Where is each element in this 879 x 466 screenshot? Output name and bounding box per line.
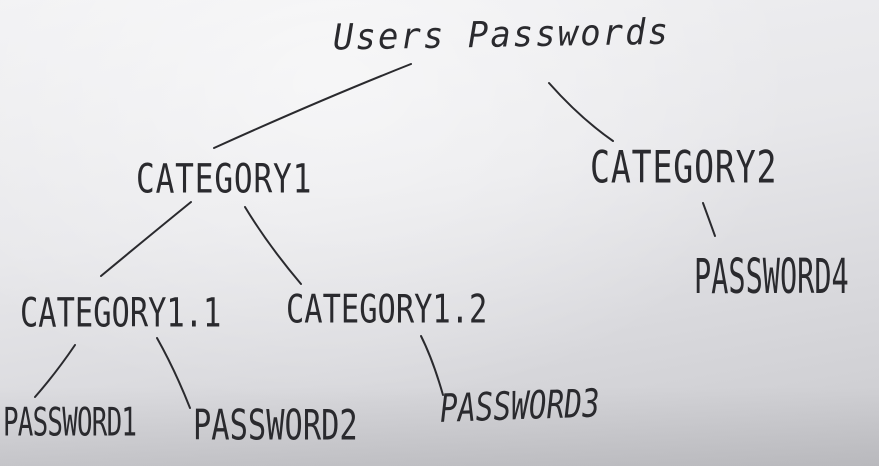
node-password4: PASSWORD4 — [694, 248, 849, 305]
node-root-users-passwords: Users Passwords — [332, 11, 671, 59]
edge-category1-category1-1 — [100, 201, 192, 277]
edge-root-category2 — [548, 82, 614, 142]
node-category2: CATEGORY2 — [590, 142, 778, 194]
node-category1: CATEGORY1 — [136, 155, 313, 203]
edge-category1-1-password2 — [156, 337, 191, 409]
node-password1: PASSWORD1 — [3, 400, 137, 446]
edge-root-category1 — [213, 63, 412, 149]
node-password2: PASSWORD2 — [193, 401, 358, 451]
node-category1-1: CATEGORY1.1 — [20, 289, 222, 337]
node-category1-2: CATEGORY1.2 — [286, 286, 488, 332]
edge-category1-2-password3 — [420, 335, 444, 396]
edge-category1-category1-2 — [244, 206, 302, 285]
edge-category2-password4 — [702, 202, 716, 237]
node-password3: PASSWORD3 — [439, 381, 601, 432]
edge-category1-1-password1 — [34, 344, 76, 398]
